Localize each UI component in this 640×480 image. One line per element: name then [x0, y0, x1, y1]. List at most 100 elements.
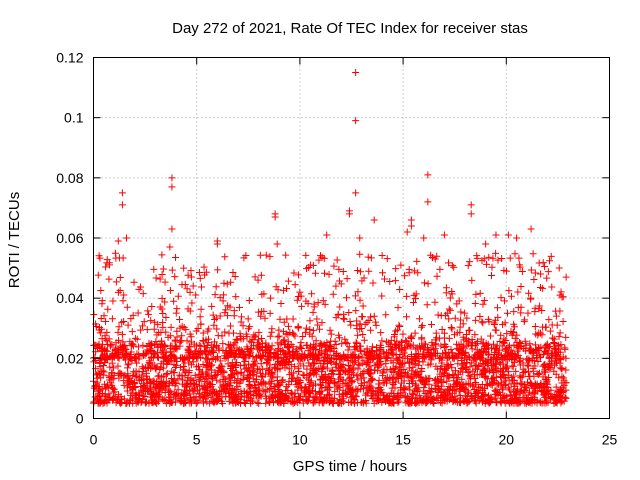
data-point: [433, 393, 441, 401]
data-point: [357, 380, 365, 388]
data-point: [213, 325, 221, 333]
data-point: [512, 367, 520, 375]
data-point: [199, 385, 207, 393]
data-point: [339, 314, 347, 322]
data-point: [178, 322, 186, 330]
data-point: [168, 398, 176, 406]
data-point: [123, 383, 131, 391]
data-point: [158, 386, 166, 394]
data-point: [556, 329, 564, 337]
data-point: [196, 393, 204, 401]
data-point: [108, 315, 116, 323]
data-point: [315, 256, 323, 264]
data-point: [218, 393, 226, 401]
data-point: [552, 399, 560, 407]
data-point: [214, 266, 222, 274]
data-point: [332, 282, 340, 290]
data-point: [273, 380, 281, 388]
data-point: [325, 383, 333, 391]
data-point: [258, 335, 266, 343]
data-point: [359, 302, 367, 310]
data-point: [158, 294, 166, 302]
data-point: [256, 251, 264, 259]
data-point-outlier: [352, 69, 360, 77]
data-point: [116, 369, 124, 377]
data-point: [480, 342, 488, 350]
data-point: [546, 257, 554, 265]
data-point: [336, 303, 344, 311]
data-points: [90, 69, 570, 407]
data-point-outlier: [504, 231, 512, 239]
data-point: [349, 358, 357, 366]
data-point: [227, 322, 235, 330]
data-point: [314, 321, 322, 329]
data-point: [180, 366, 188, 374]
data-point: [418, 377, 426, 385]
data-point: [302, 324, 310, 332]
data-point: [171, 382, 179, 390]
data-point: [417, 323, 425, 331]
x-tick-label: 0: [90, 432, 98, 448]
data-point: [142, 375, 150, 383]
data-point: [120, 318, 128, 326]
data-point: [130, 380, 138, 388]
data-point-outlier: [213, 240, 221, 248]
data-point: [180, 362, 188, 370]
data-point: [151, 364, 159, 372]
data-point: [411, 329, 419, 337]
data-point: [260, 290, 268, 298]
data-point: [359, 331, 367, 339]
data-point: [394, 375, 402, 383]
data-point: [284, 322, 292, 330]
data-point: [310, 360, 318, 368]
data-point: [224, 360, 232, 368]
data-point: [201, 392, 209, 400]
data-point: [157, 360, 165, 368]
data-point: [158, 251, 166, 259]
data-point: [187, 267, 195, 275]
data-point: [250, 392, 258, 400]
data-point: [236, 330, 244, 338]
data-point: [491, 395, 499, 403]
data-point: [495, 380, 503, 388]
data-point: [503, 362, 511, 370]
data-point: [354, 331, 362, 339]
data-point: [161, 298, 169, 306]
data-point: [436, 354, 444, 362]
data-point: [407, 335, 415, 343]
data-point: [172, 254, 180, 262]
data-point: [459, 333, 467, 341]
data-point: [480, 255, 488, 263]
data-point: [507, 292, 515, 300]
data-point: [96, 329, 104, 337]
data-point: [139, 290, 147, 298]
data-point: [433, 379, 441, 387]
data-point: [441, 370, 449, 378]
data-point: [309, 399, 317, 407]
data-point: [394, 368, 402, 376]
data-point: [420, 344, 428, 352]
data-point: [484, 392, 492, 400]
data-point: [202, 354, 210, 362]
data-point: [139, 387, 147, 395]
chart-title: Day 272 of 2021, Rate Of TEC Index for r…: [172, 20, 528, 37]
data-point: [389, 379, 397, 387]
data-point: [274, 333, 282, 341]
data-point: [421, 389, 429, 397]
data-point: [99, 390, 107, 398]
data-point: [166, 352, 174, 360]
data-point: [517, 339, 525, 347]
data-point: [513, 353, 521, 361]
data-point: [479, 386, 487, 394]
data-point: [358, 353, 366, 361]
data-point: [140, 318, 148, 326]
data-point: [246, 381, 254, 389]
data-point: [415, 392, 423, 400]
data-point: [538, 399, 546, 407]
data-point: [147, 317, 155, 325]
data-point: [409, 299, 417, 307]
data-point: [123, 373, 131, 381]
data-point: [311, 398, 319, 406]
data-point: [229, 268, 237, 276]
data-point: [390, 368, 398, 376]
